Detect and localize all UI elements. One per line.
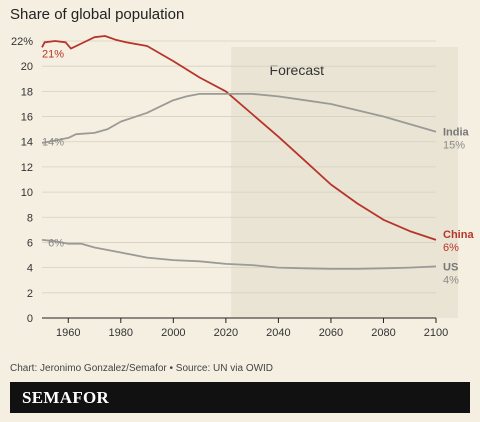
x-tick-label: 2040	[266, 327, 290, 339]
y-tick-label: 0	[27, 313, 33, 325]
line-chart: Forecast 0 2 4 6 8 10 12 14 16 18 20 22% 1960 1980 20…	[11, 35, 474, 339]
series-line-us	[41, 239, 437, 270]
start-label-china: 21%	[42, 49, 64, 61]
x-tick-label: 2060	[319, 327, 343, 339]
y-tick-label: 16	[21, 112, 33, 124]
y-tick-label: 20	[21, 61, 33, 73]
series-name-india: India	[443, 127, 470, 139]
y-tick-label: 2	[27, 288, 33, 300]
y-tick-label: 18	[21, 86, 33, 98]
x-tick-label: 1980	[109, 327, 133, 339]
x-tick-label: 2100	[424, 327, 448, 339]
brand-bar: SEMAFOR	[10, 382, 470, 413]
chart-title: Share of global population	[10, 6, 185, 23]
x-tick-label: 2000	[161, 327, 185, 339]
x-tick-label: 2080	[371, 327, 395, 339]
forecast-label: Forecast	[270, 62, 325, 78]
series-name-china: China	[443, 229, 474, 241]
forecast-band	[231, 47, 458, 318]
y-tick-label: 12	[21, 162, 33, 174]
start-label-india: 14%	[42, 137, 64, 149]
source-note: Chart: Jeronimo Gonzalez/Semafor • Sourc…	[10, 363, 274, 374]
y-tick-label: 8	[27, 212, 33, 224]
y-tick-label: 4	[27, 263, 33, 275]
end-label-india: 15%	[443, 140, 465, 152]
y-tick-label: 10	[21, 187, 33, 199]
y-tick-label: 14	[21, 137, 33, 149]
series-name-us: US	[443, 261, 458, 273]
end-label-china: 6%	[443, 242, 459, 254]
x-tick-label: 1960	[56, 327, 80, 339]
y-tick-label: 6	[27, 237, 33, 249]
series-line-india	[41, 93, 437, 144]
semafor-logo: SEMAFOR	[22, 388, 110, 407]
start-label-us: 6%	[48, 237, 64, 249]
end-label-us: 4%	[443, 274, 459, 286]
x-tick-label: 2020	[214, 327, 238, 339]
y-tick-label: 22%	[11, 36, 33, 48]
series-line-china	[41, 35, 437, 241]
